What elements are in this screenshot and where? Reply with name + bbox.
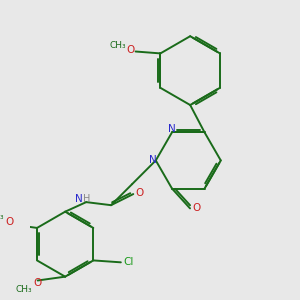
Text: CH₃: CH₃ [16, 285, 33, 294]
Text: O: O [33, 278, 41, 288]
Text: CH₃: CH₃ [0, 212, 4, 221]
Text: Cl: Cl [123, 256, 134, 267]
Text: O: O [5, 217, 13, 227]
Text: O: O [193, 203, 201, 213]
Text: N: N [149, 155, 157, 166]
Text: N: N [75, 194, 83, 204]
Text: CH₃: CH₃ [109, 41, 126, 50]
Text: O: O [126, 45, 134, 56]
Text: H: H [82, 194, 90, 204]
Text: N: N [168, 124, 176, 134]
Text: O: O [135, 188, 143, 197]
